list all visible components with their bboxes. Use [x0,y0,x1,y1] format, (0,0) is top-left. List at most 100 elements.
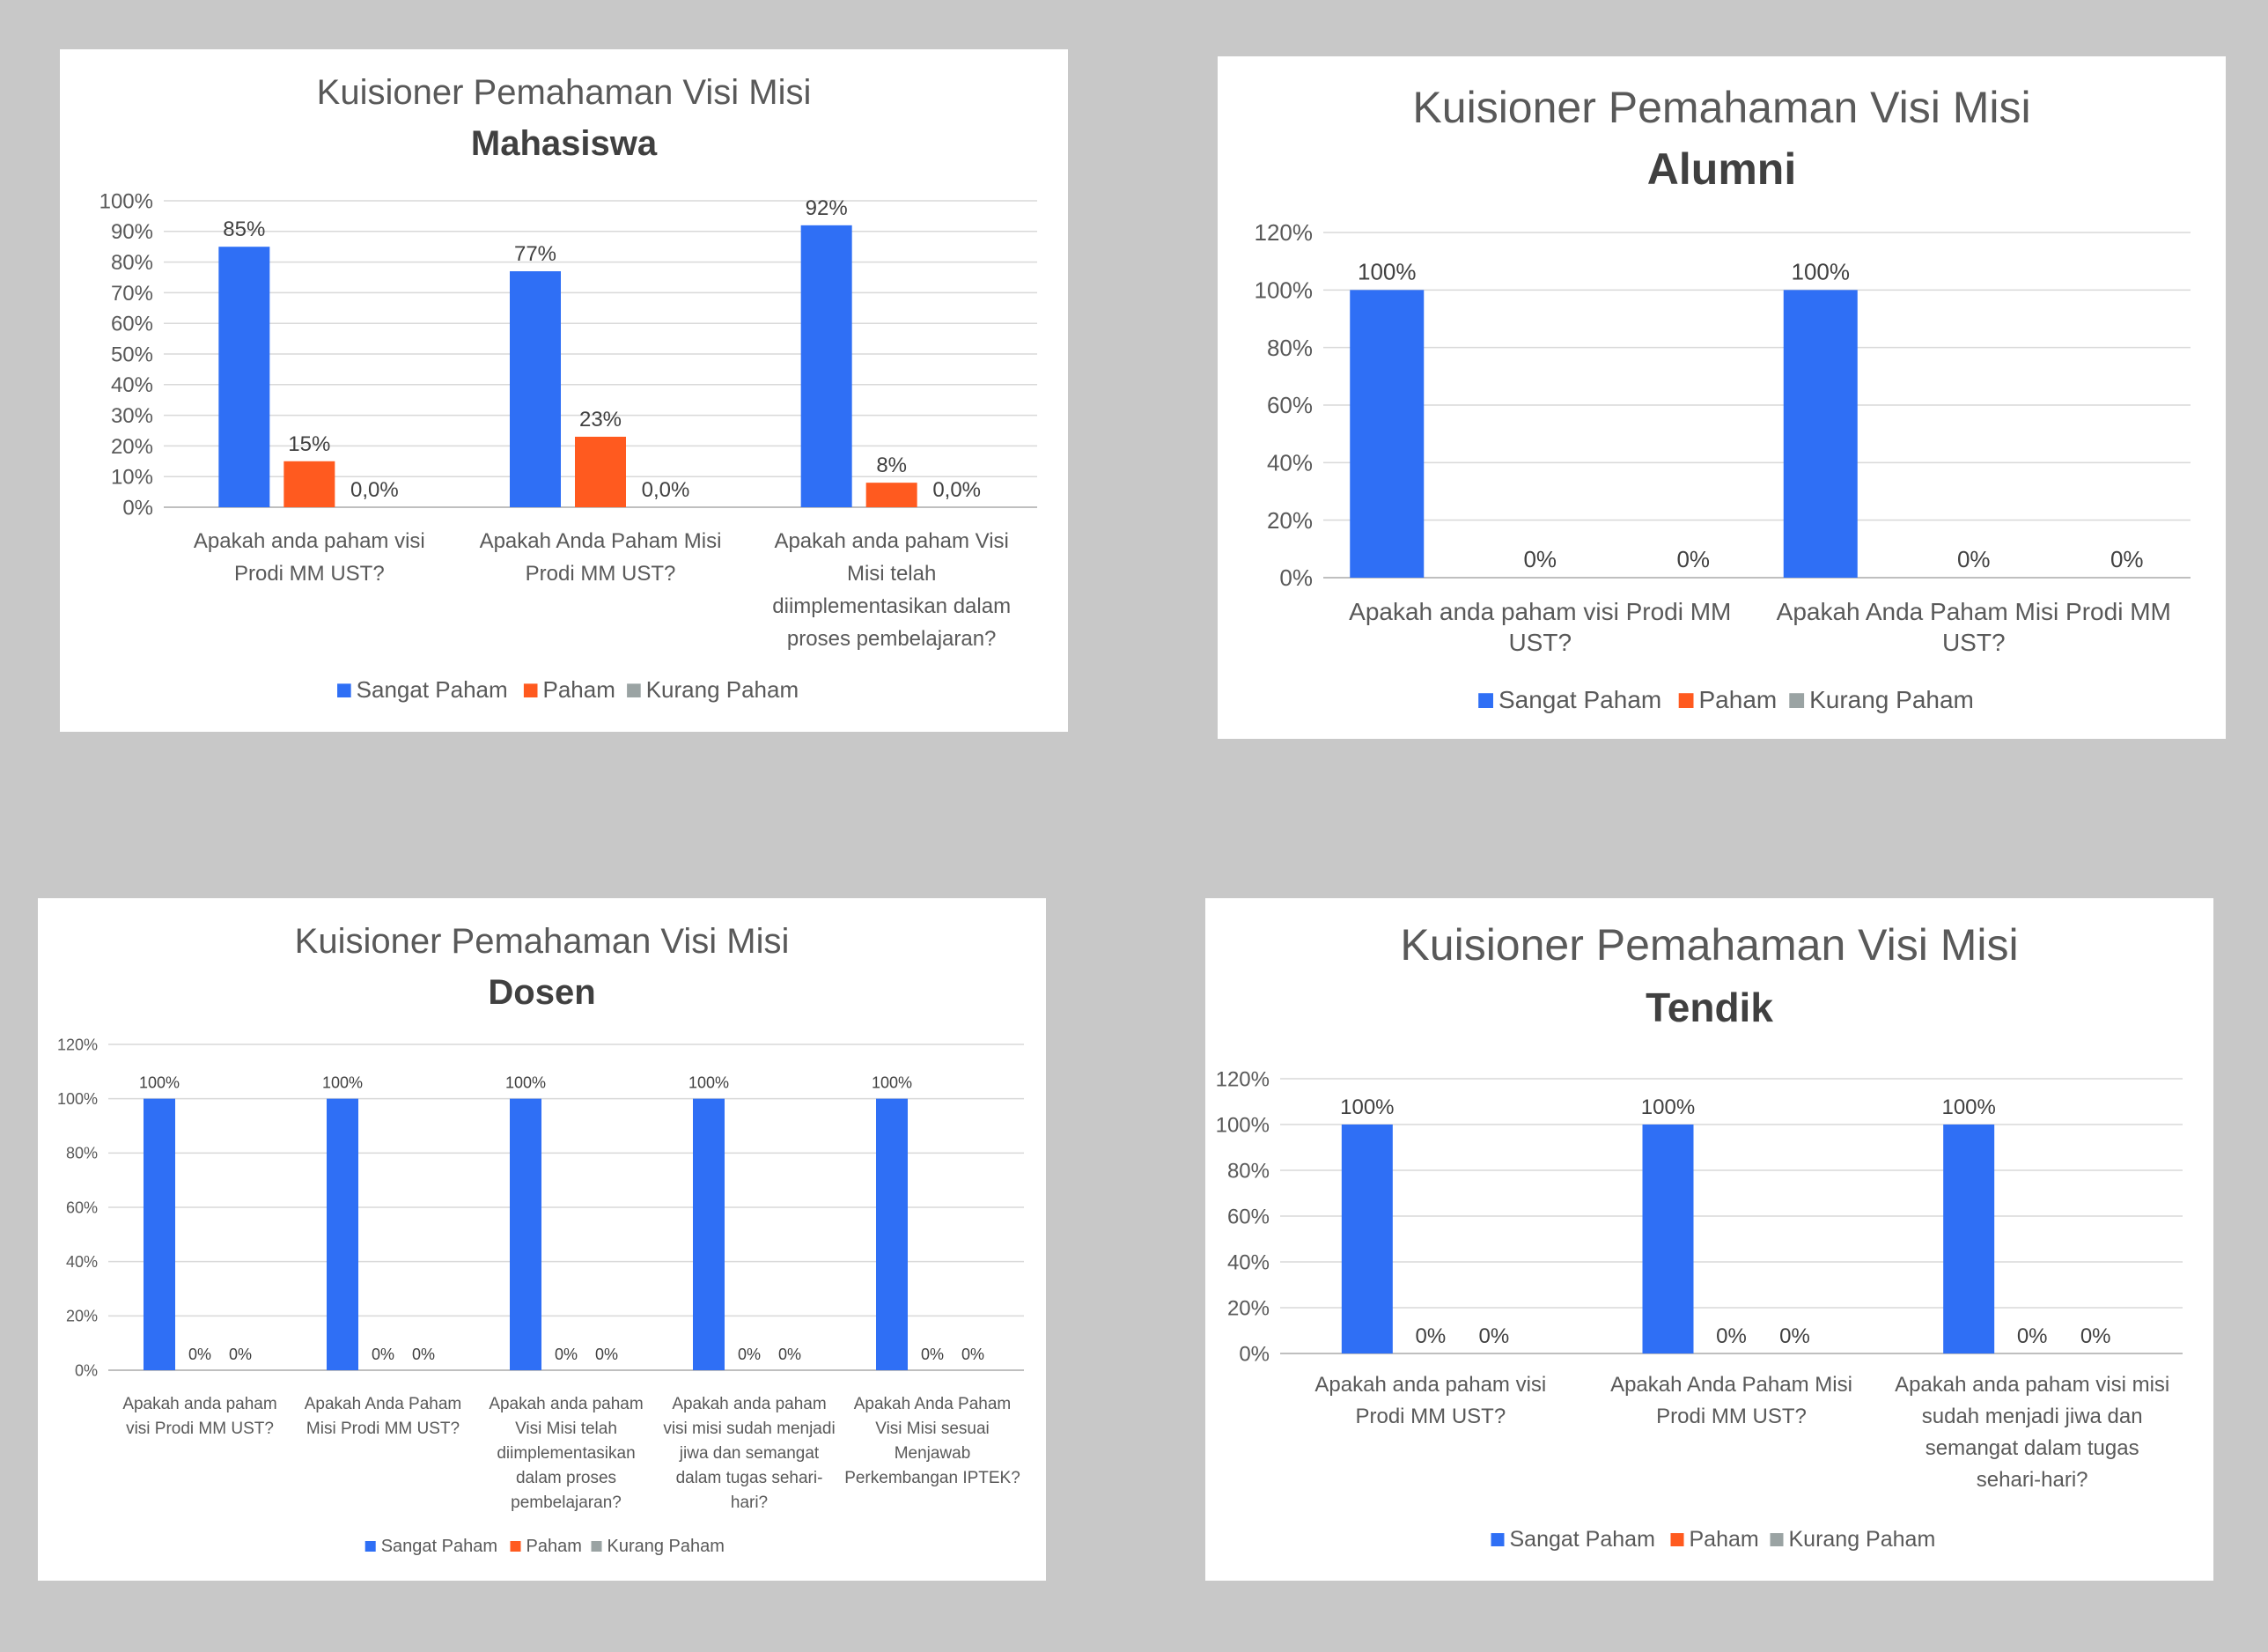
x-axis-categories: Apakah anda paham visi Prodi MM UST? Apaka… [1349,598,2171,656]
data-label-paham-2: 0% [1957,546,1991,572]
legend-label: Kurang Paham [1809,686,1974,713]
legend-item-paham: Paham [1670,1527,1759,1552]
data-label-paham-4: 0% [738,1346,761,1363]
bar-sangat-paham-2 [327,1098,358,1370]
data-label-sangat-paham-5: 100% [872,1074,912,1092]
chart-title-tendik: Kuisioner Pemahaman Visi Misi Tendik [1400,920,2018,1030]
bar-sangat-paham-1 [144,1098,175,1370]
x-category-label-2: Apakah Anda Paham Misi Prodi MM UST? [480,529,722,586]
legend-swatch [1478,693,1493,708]
y-tick-label: 20% [1267,507,1313,534]
data-label-paham-1: 0% [1415,1324,1446,1348]
x-category-label-1: Apakah anda paham visi Prodi MM UST? [194,529,425,586]
y-tick-label: 40% [1267,449,1313,476]
legend-swatch [1789,693,1805,708]
data-label-sangat-paham-1: 85% [223,218,265,241]
y-axis: 0% 20% 40% 60% 80% 100% 120% [57,1036,98,1379]
chart-title-mahasiswa: Kuisioner Pemahaman Visi Misi Mahasiswa [317,73,812,163]
bar-sangat-paham-3 [510,1098,541,1370]
legend-item-kurang-paham: Kurang Paham [627,676,799,703]
y-tick-label: 60% [1267,392,1313,418]
chart-panel-tendik: Kuisioner Pemahaman Visi Misi Tendik 0% 20%… [1205,898,2213,1581]
bar-sangat-paham-3 [800,225,852,507]
x-category-label-2: Apakah Anda Paham Misi Prodi MM UST? [1777,598,2171,656]
legend-swatch [1678,693,1694,708]
x-category-label-3: Apakah anda paham visi misi sudah menjadi… [1895,1373,2169,1492]
y-tick-label: 0% [1239,1342,1270,1366]
legend-swatch [1491,1533,1505,1546]
legend-item-sangat-paham: Sangat Paham [337,676,508,703]
y-axis: 0% 20% 40% 60% 80% 100% 120% [1216,1067,1270,1366]
x-axis-categories: Apakah anda paham visi Prodi MM UST? Apaka… [1314,1373,2169,1492]
chart-panel-mahasiswa: Kuisioner Pemahaman Visi Misi Mahasiswa 0%… [60,49,1068,732]
data-label-paham-1: 0% [188,1346,211,1363]
bar-sangat-paham-1 [218,247,270,507]
legend-label: Sangat Paham [1498,686,1661,713]
legend-swatch [523,683,538,697]
y-tick-label: 100% [1255,277,1314,303]
data-label-kurang-paham-3: 0% [2080,1324,2111,1348]
chart-title: Kuisioner Pemahaman Visi Misi [1412,83,2030,132]
data-label-kurang-paham-2: 0% [412,1346,435,1363]
y-tick-label: 40% [66,1253,98,1271]
legend-label: Paham [1690,1527,1759,1552]
data-label-paham-2: 0% [1716,1324,1747,1348]
data-label-sangat-paham-3: 100% [505,1074,546,1092]
legend-label: Paham [526,1537,582,1556]
legend-item-sangat-paham: Sangat Paham [1478,686,1661,713]
legend-label: Sangat Paham [357,676,508,703]
data-label-paham-1: 0% [1523,546,1557,572]
data-label-paham-1: 15% [288,432,330,456]
y-tick-label: 80% [1267,335,1313,361]
legend-label: Paham [1699,686,1778,713]
chart-title: Kuisioner Pemahaman Visi Misi [1400,920,2018,970]
y-tick-label: 0% [75,1361,98,1379]
data-label-sangat-paham-2: 100% [322,1074,363,1092]
data-label-kurang-paham-1: 0,0% [350,478,399,502]
data-label-kurang-paham-1: 0% [1478,1324,1509,1348]
y-tick-label: 70% [111,282,153,306]
x-axis-categories: Apakah anda paham visi Prodi MM UST? Apaka… [122,1395,1020,1512]
legend-label: Kurang Paham [646,676,799,703]
x-category-label-2: Apakah Anda Paham Misi Prodi MM UST? [305,1395,462,1438]
bar-sangat-paham-2 [1642,1125,1694,1353]
chart-panel-alumni: Kuisioner Pemahaman Visi Misi Alumni 0% 20%… [1218,56,2226,739]
bar-paham-1 [284,461,335,507]
data-labels: 85% 15% 0,0% 77% 23% 0,0% 92% 8% 0,0% [223,196,981,502]
legend-item-paham: Paham [523,676,615,703]
data-labels: 100% 0% 0% 100% 0% 0% 100% 0% 0% 100% 0% 0% 100% 0% 0% [139,1074,984,1363]
data-labels: 100% 0% 0% 100% 0% 0% 100% 0% 0% [1340,1095,2110,1348]
x-category-label-2: Apakah Anda Paham Misi Prodi MM UST? [1610,1373,1852,1428]
y-tick-label: 100% [99,189,153,213]
data-label-paham-3: 0% [555,1346,578,1363]
legend-item-sangat-paham: Sangat Paham [364,1537,497,1556]
chart-title: Kuisioner Pemahaman Visi Misi [295,922,790,961]
y-tick-label: 60% [111,313,153,336]
bar-sangat-paham-3 [1943,1125,1995,1353]
data-labels: 100% 0% 0% 100% 0% 0% [1358,258,2144,572]
data-label-sangat-paham-3: 100% [1941,1095,1995,1119]
data-label-paham-3: 8% [876,454,907,477]
legend-label: Paham [543,676,615,703]
y-tick-label: 80% [66,1145,98,1162]
legend-item-kurang-paham: Kurang Paham [1770,1527,1935,1552]
data-label-sangat-paham-2: 100% [1641,1095,1695,1119]
data-label-sangat-paham-1: 100% [1340,1095,1394,1119]
y-tick-label: 100% [1216,1113,1270,1137]
bar-sangat-paham-4 [693,1098,725,1370]
bar-sangat-paham-1 [1341,1125,1393,1353]
data-label-paham-5: 0% [921,1346,944,1363]
y-tick-label: 20% [66,1308,98,1325]
data-label-kurang-paham-2: 0% [2110,546,2144,572]
bar-sangat-paham-5 [876,1098,908,1370]
legend-swatch [1770,1533,1784,1546]
data-label-kurang-paham-4: 0% [778,1346,801,1363]
data-label-sangat-paham-2: 77% [514,242,556,266]
data-label-sangat-paham-3: 92% [806,196,848,220]
y-gridlines [1323,232,2191,579]
bar-sangat-paham-2 [510,271,561,507]
legend-item-kurang-paham: Kurang Paham [591,1537,725,1556]
bar-paham-3 [865,483,917,507]
x-axis-categories: Apakah anda paham visi Prodi MM UST? Apaka… [194,529,1011,651]
bars [1350,290,1858,578]
